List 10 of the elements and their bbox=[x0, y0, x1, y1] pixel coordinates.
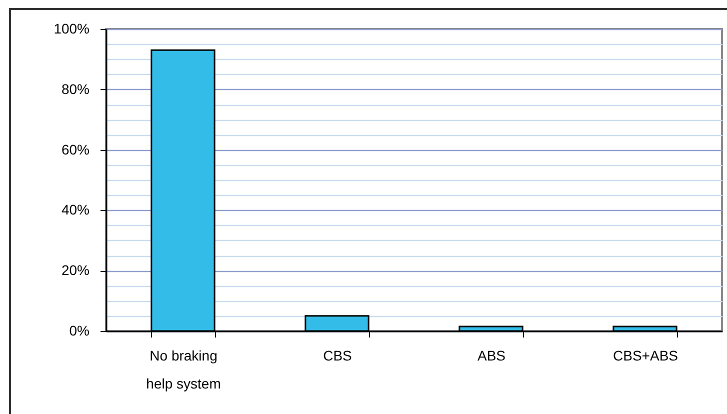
x-tick-label: No braking help system bbox=[146, 348, 221, 392]
y-tick-label: 60% bbox=[61, 141, 90, 158]
x-tick-label: ABS bbox=[477, 348, 506, 364]
y-tick-label: 0% bbox=[69, 322, 90, 338]
y-tick-label: 80% bbox=[61, 80, 90, 97]
x-tick-label: CBS bbox=[323, 348, 352, 364]
x-tick-label: CBS+ABS bbox=[613, 348, 678, 364]
y-tick-label: 40% bbox=[61, 202, 90, 218]
y-tick-label: 20% bbox=[61, 262, 90, 278]
y-tick-label: 100% bbox=[54, 20, 90, 36]
